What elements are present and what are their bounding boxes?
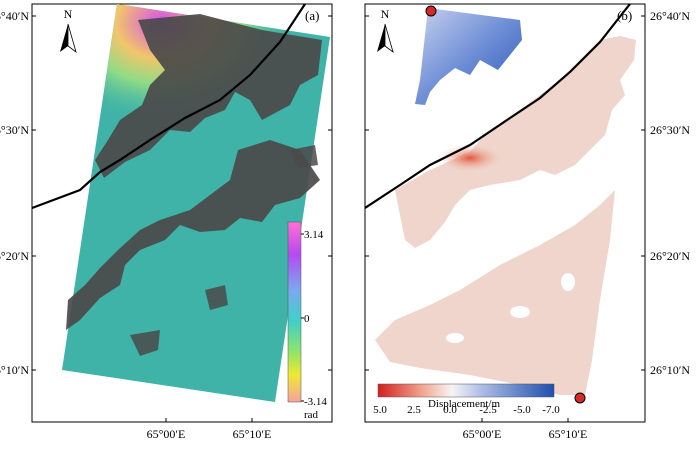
data-gap [446,333,464,343]
north-label-a: N [64,7,73,21]
phase-unit: rad [304,409,319,421]
lon-label-a-2: 65°10′E [233,427,272,441]
reference-point-marker [425,5,437,17]
fault-trace-a [32,4,306,210]
coherence-mask-patch [130,330,160,356]
data-gap [510,306,530,318]
lon-label-a-1: 65°00′E [147,427,186,441]
lon-label-b-2: 65°10′E [549,427,588,441]
coherence-mask-central [66,140,320,330]
displacement-block-south-lower [375,190,615,395]
lat-label-left-3: 26°20′N [0,249,29,263]
disp-tick: 0.0 [443,404,457,416]
lat-label-left-2: 26°30′N [0,123,29,137]
lat-label-right-1: 26°40′N [650,9,690,23]
lon-label-b-1: 65°00′E [463,427,502,441]
north-arrow-b: N [377,7,394,54]
disp-tick: 2.5 [407,404,421,416]
lat-label-right-3: 26°20′N [650,249,690,263]
panel-b-label: (b) [617,8,632,23]
disp-tick: 5.0 [373,404,387,416]
displacement-block-north [415,8,522,105]
coherence-mask-patch [290,145,318,168]
disp-tick: -2.5 [479,404,497,416]
displacement-hotspot [438,144,502,172]
phase-tick-max: 3.14 [304,229,324,241]
coherence-mask-patch [205,285,228,310]
lat-label-left-4: 26°10′N [0,363,29,377]
reference-point-marker [574,392,586,404]
coherence-mask-north [95,14,322,178]
phase-colorbar: 3.14 0 -3.14 rad [287,221,327,421]
displacement-block-south [395,36,636,248]
lat-label-right-2: 26°30′N [650,123,690,137]
fault-trace-b [365,4,631,209]
panel-a: N (a) 3.14 0 -3.14 rad [31,3,333,423]
north-arrow-a: N [60,7,77,54]
displacement-colorbar-title: Displacement/m [428,398,501,410]
panel-a-label: (a) [305,8,319,23]
data-gap [561,273,575,291]
north-label-b: N [381,7,390,21]
phase-tick-min: -3.14 [304,396,327,408]
lat-label-left-1: 26°40′N [0,9,29,23]
phase-tick-zero: 0 [304,313,310,325]
lat-label-right-4: 26°10′N [650,363,690,377]
displacement-colorbar: Displacement/m 5.0 2.5 0.0 -2.5 -5.0 -7.… [373,383,560,416]
disp-tick: -7.0 [542,404,560,416]
panel-b: N (b) Displacement/m 5.0 2.5 0.0 -2.5 -5… [364,3,646,423]
disp-tick: -5.0 [513,404,531,416]
